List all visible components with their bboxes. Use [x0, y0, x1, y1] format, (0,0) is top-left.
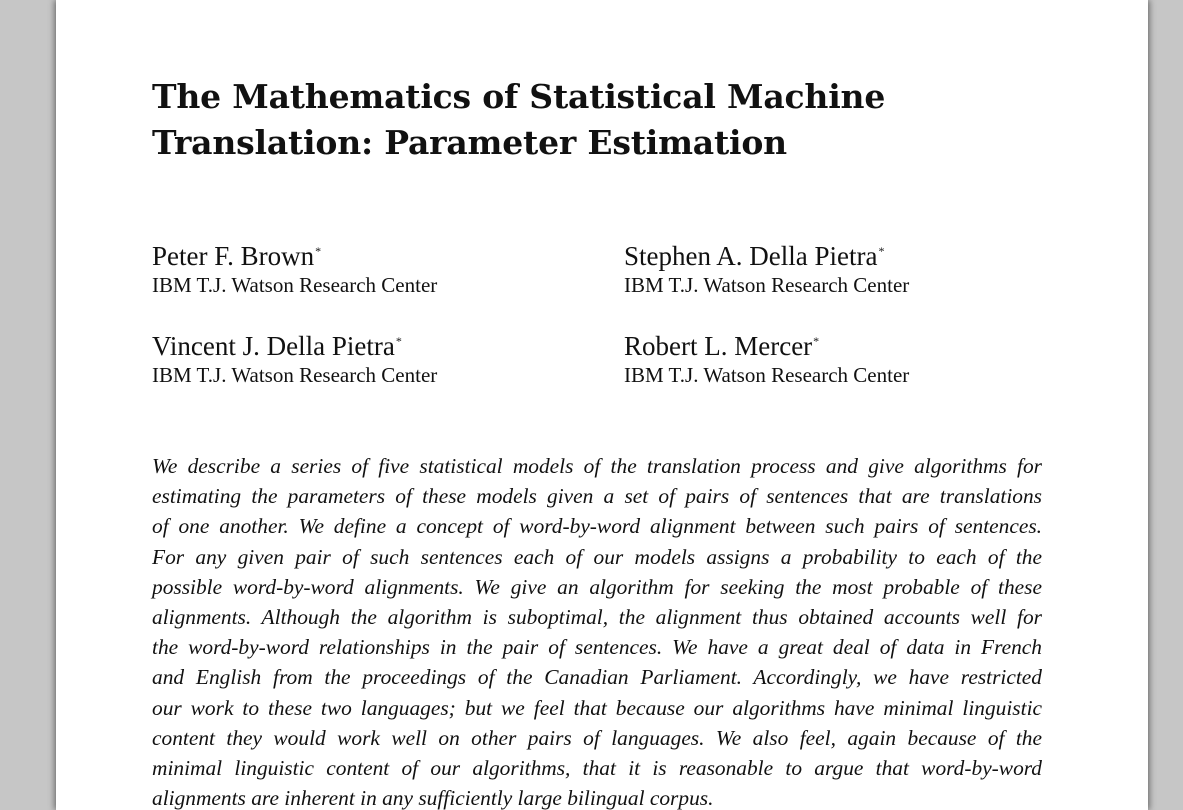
title-line: Translation: Parameter Estimation [152, 123, 787, 162]
author-affiliation: IBM T.J. Watson Research Center [624, 273, 910, 297]
abstract: We describe a series of five statistical… [152, 451, 1042, 810]
abstract-line: our work to these two languages; but we … [152, 695, 1042, 720]
author-name: Vincent J. Della Pietra* [152, 331, 402, 361]
author-affiliation: IBM T.J. Watson Research Center [624, 363, 910, 387]
abstract-line: minimal linguistic content of our algori… [152, 756, 1042, 781]
author-name: Peter F. Brown* [152, 241, 322, 271]
author-name: Robert L. Mercer* [624, 331, 820, 361]
abstract-line: estimating the parameters of these model… [152, 484, 1042, 509]
title-line: The Mathematics of Statistical Machine [152, 77, 886, 116]
abstract-line: possible word-by-word alignments. We giv… [152, 574, 1042, 599]
author-block: Peter F. Brown* IBM T.J. Watson Research… [152, 236, 602, 299]
author-affiliation: IBM T.J. Watson Research Center [152, 363, 438, 387]
author-footnote-mark: * [813, 334, 820, 348]
abstract-line: of one another. We define a concept of w… [152, 514, 1042, 539]
paper-title: The Mathematics of Statistical Machine T… [152, 74, 1052, 166]
author-footnote-mark: * [878, 244, 885, 258]
abstract-line: For any given pair of such sentences eac… [152, 544, 1042, 569]
abstract-line: alignments are inherent in any sufficien… [152, 786, 714, 810]
abstract-line: the word-by-word relationships in the pa… [152, 635, 1042, 660]
document-page: The Mathematics of Statistical Machine T… [56, 0, 1148, 810]
abstract-line: and English from the proceedings of the … [152, 665, 1042, 690]
author-affiliation: IBM T.J. Watson Research Center [152, 273, 438, 297]
author-name: Stephen A. Della Pietra* [624, 241, 885, 271]
author-footnote-mark: * [315, 244, 322, 258]
author-block: Stephen A. Della Pietra* IBM T.J. Watson… [624, 236, 1074, 299]
abstract-line: content they would work well on other pa… [152, 725, 1042, 750]
abstract-line: alignments. Although the algorithm is su… [152, 605, 1042, 630]
author-block: Vincent J. Della Pietra* IBM T.J. Watson… [152, 326, 602, 389]
author-footnote-mark: * [395, 334, 402, 348]
abstract-line: We describe a series of five statistical… [152, 454, 1042, 478]
author-block: Robert L. Mercer* IBM T.J. Watson Resear… [624, 326, 1074, 389]
